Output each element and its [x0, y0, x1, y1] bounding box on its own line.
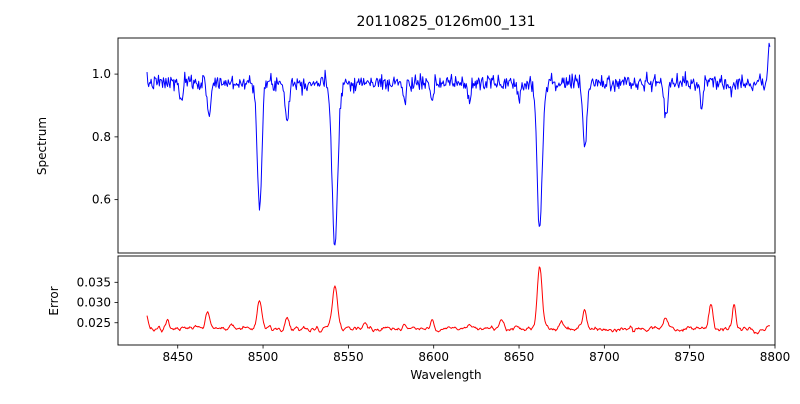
spectrum-y-tick-label: 0.6: [92, 193, 111, 207]
x-axis-label: Wavelength: [410, 368, 481, 382]
error-y-tick-label: 0.035: [77, 275, 111, 289]
chart-title: 20110825_0126m00_131: [356, 14, 535, 30]
error-y-tick-label: 0.030: [77, 296, 111, 310]
x-tick-label: 8700: [589, 350, 620, 364]
x-tick-label: 8750: [674, 350, 705, 364]
spectrum-y-tick-label: 0.8: [92, 130, 111, 144]
x-tick-label: 8450: [162, 350, 193, 364]
x-tick-label: 8500: [248, 350, 279, 364]
error-line: [146, 266, 770, 335]
x-tick-label: 8650: [504, 350, 535, 364]
error-y-tick-label: 0.025: [77, 316, 111, 330]
spectrum-y-axis-label: Spectrum: [35, 117, 49, 175]
spectrum-line: [146, 42, 771, 246]
spectrum-axes-border: [117, 37, 776, 254]
error-y-axis-label: Error: [47, 286, 61, 315]
axes-group: 0.6 0.8 1.0 0.025 0.030 0.035 8450 8500 8550 8600…: [77, 37, 791, 364]
error-axes-border: [117, 255, 776, 346]
spectrum-y-tick-label: 1.0: [92, 67, 111, 81]
x-tick-label: 8600: [418, 350, 449, 364]
x-tick-label: 8800: [760, 350, 791, 364]
x-tick-label: 8550: [333, 350, 364, 364]
